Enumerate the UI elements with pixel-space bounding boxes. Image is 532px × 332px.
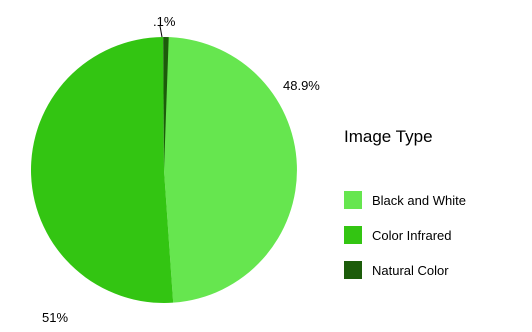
slice-label-natural-color: .1% — [153, 14, 176, 29]
legend-swatch-natural-color — [344, 261, 362, 279]
legend-item-natural-color: Natural Color — [344, 261, 529, 279]
legend-swatch-color-infrared — [344, 226, 362, 244]
slice-label-black-and-white: 48.9% — [283, 78, 320, 93]
pie-slice-black-and-white — [164, 37, 297, 303]
legend-swatch-black-and-white — [344, 191, 362, 209]
legend-label-natural-color: Natural Color — [372, 262, 449, 278]
slice-leader-line-natural-color — [159, 25, 163, 38]
pie-slice-color-infrared — [30, 37, 174, 303]
legend-item-black-and-white: Black and White — [344, 191, 529, 209]
legend-label-color-infrared: Color Infrared — [372, 227, 452, 243]
legend-title: Image Type — [344, 127, 433, 146]
slice-label-color-infrared: 51% — [42, 310, 69, 325]
legend-label-black-and-white: Black and White — [372, 192, 466, 208]
pie-slice-natural-color — [163, 36, 169, 170]
legend: Image Type Black and White Color Infrare… — [344, 128, 529, 296]
legend-item-color-infrared: Color Infrared — [344, 226, 529, 244]
